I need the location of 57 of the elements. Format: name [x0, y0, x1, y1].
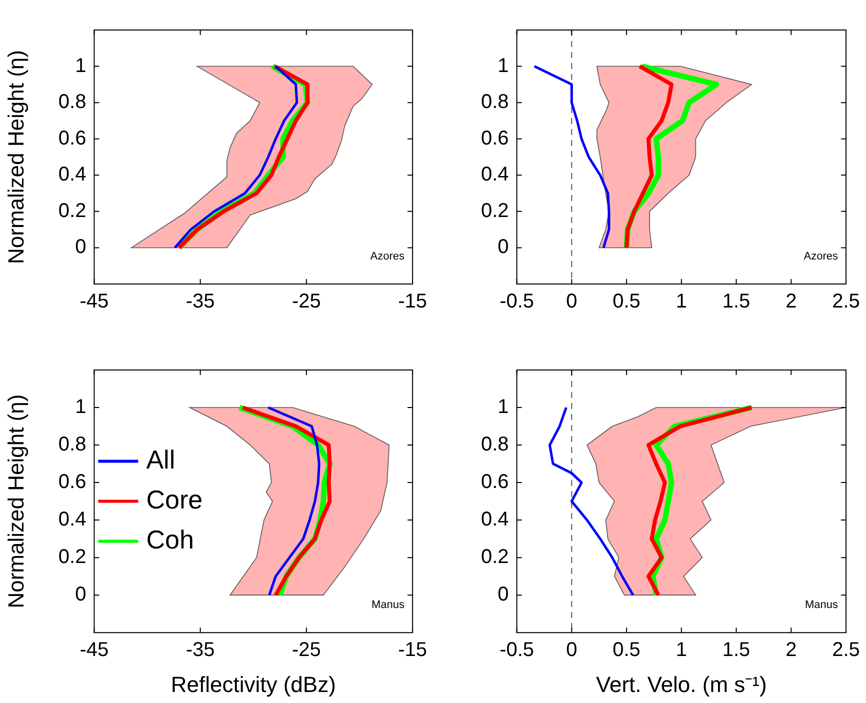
- y-tick-label: 0.4: [58, 164, 86, 186]
- x-tick-label: -45: [80, 639, 109, 662]
- x-tick-label: 2.5: [832, 290, 860, 313]
- y-tick-label: 0.4: [480, 164, 509, 186]
- annotation: Azores: [370, 250, 406, 263]
- y-tick-label: 0.6: [58, 127, 86, 150]
- x-axis-title: Reflectivity (dBz): [170, 672, 336, 697]
- y-tick-label: 0.8: [58, 434, 86, 456]
- annotation: Manus: [804, 599, 838, 612]
- x-tick-label: 2: [786, 639, 797, 662]
- y-tick-label: 0.2: [58, 200, 86, 222]
- x-tick-label: 0.5: [612, 290, 640, 313]
- y-tick-label: 0.4: [58, 508, 86, 531]
- y-tick-label: 0.8: [58, 91, 86, 114]
- legend-label: Coh: [146, 524, 194, 554]
- y-tick-label: 0: [498, 584, 509, 606]
- y-tick-label: 0.4: [480, 508, 509, 531]
- x-tick-label: -0.5: [500, 639, 534, 662]
- x-axis-title: Vert. Velo. (m s⁻¹): [596, 672, 767, 697]
- x-tick-label: 1.5: [722, 290, 750, 313]
- x-tick-label: 2.5: [832, 639, 860, 662]
- y-tick-label: 0.2: [58, 546, 86, 568]
- y-tick-label: 0.2: [480, 546, 509, 568]
- y-tick-label: 0: [75, 584, 86, 606]
- annotation: Manus: [372, 599, 406, 612]
- x-tick-label: 1: [676, 290, 687, 313]
- x-tick-label: 1.5: [722, 639, 750, 662]
- x-tick-label: 0: [566, 639, 578, 662]
- x-tick-label: 2: [786, 290, 797, 313]
- y-tick-label: 1: [75, 396, 86, 418]
- y-tick-label: 1: [498, 396, 509, 418]
- x-tick-label: -25: [292, 290, 321, 313]
- x-tick-label: -15: [398, 290, 427, 313]
- y-tick-label: 0: [75, 236, 86, 258]
- y-axis-title: Normalized Height (η): [3, 50, 28, 264]
- legend-label: Core: [146, 484, 203, 514]
- x-tick-label: -25: [292, 639, 321, 662]
- y-axis-title: Normalized Height (η): [3, 394, 28, 608]
- x-tick-label: -15: [398, 639, 427, 662]
- x-tick-label: -35: [186, 290, 215, 313]
- y-tick-label: 1: [75, 54, 86, 77]
- y-tick-label: 1: [498, 54, 509, 77]
- y-tick-label: 0: [498, 236, 509, 258]
- legend-label: All: [146, 444, 176, 474]
- annotation: Azores: [804, 250, 838, 263]
- x-tick-label: -35: [186, 639, 215, 662]
- x-tick-label: -45: [80, 290, 109, 313]
- x-tick-label: 0.5: [612, 639, 640, 662]
- y-tick-label: 0.2: [480, 200, 509, 222]
- y-tick-label: 0.8: [480, 91, 509, 114]
- y-tick-label: 0.6: [480, 127, 509, 150]
- y-tick-label: 0.6: [58, 471, 86, 494]
- x-tick-label: 0: [566, 290, 578, 313]
- y-tick-label: 0.8: [480, 434, 509, 456]
- x-tick-label: -0.5: [500, 290, 534, 313]
- y-tick-label: 0.6: [480, 471, 509, 494]
- x-tick-label: 1: [676, 639, 687, 662]
